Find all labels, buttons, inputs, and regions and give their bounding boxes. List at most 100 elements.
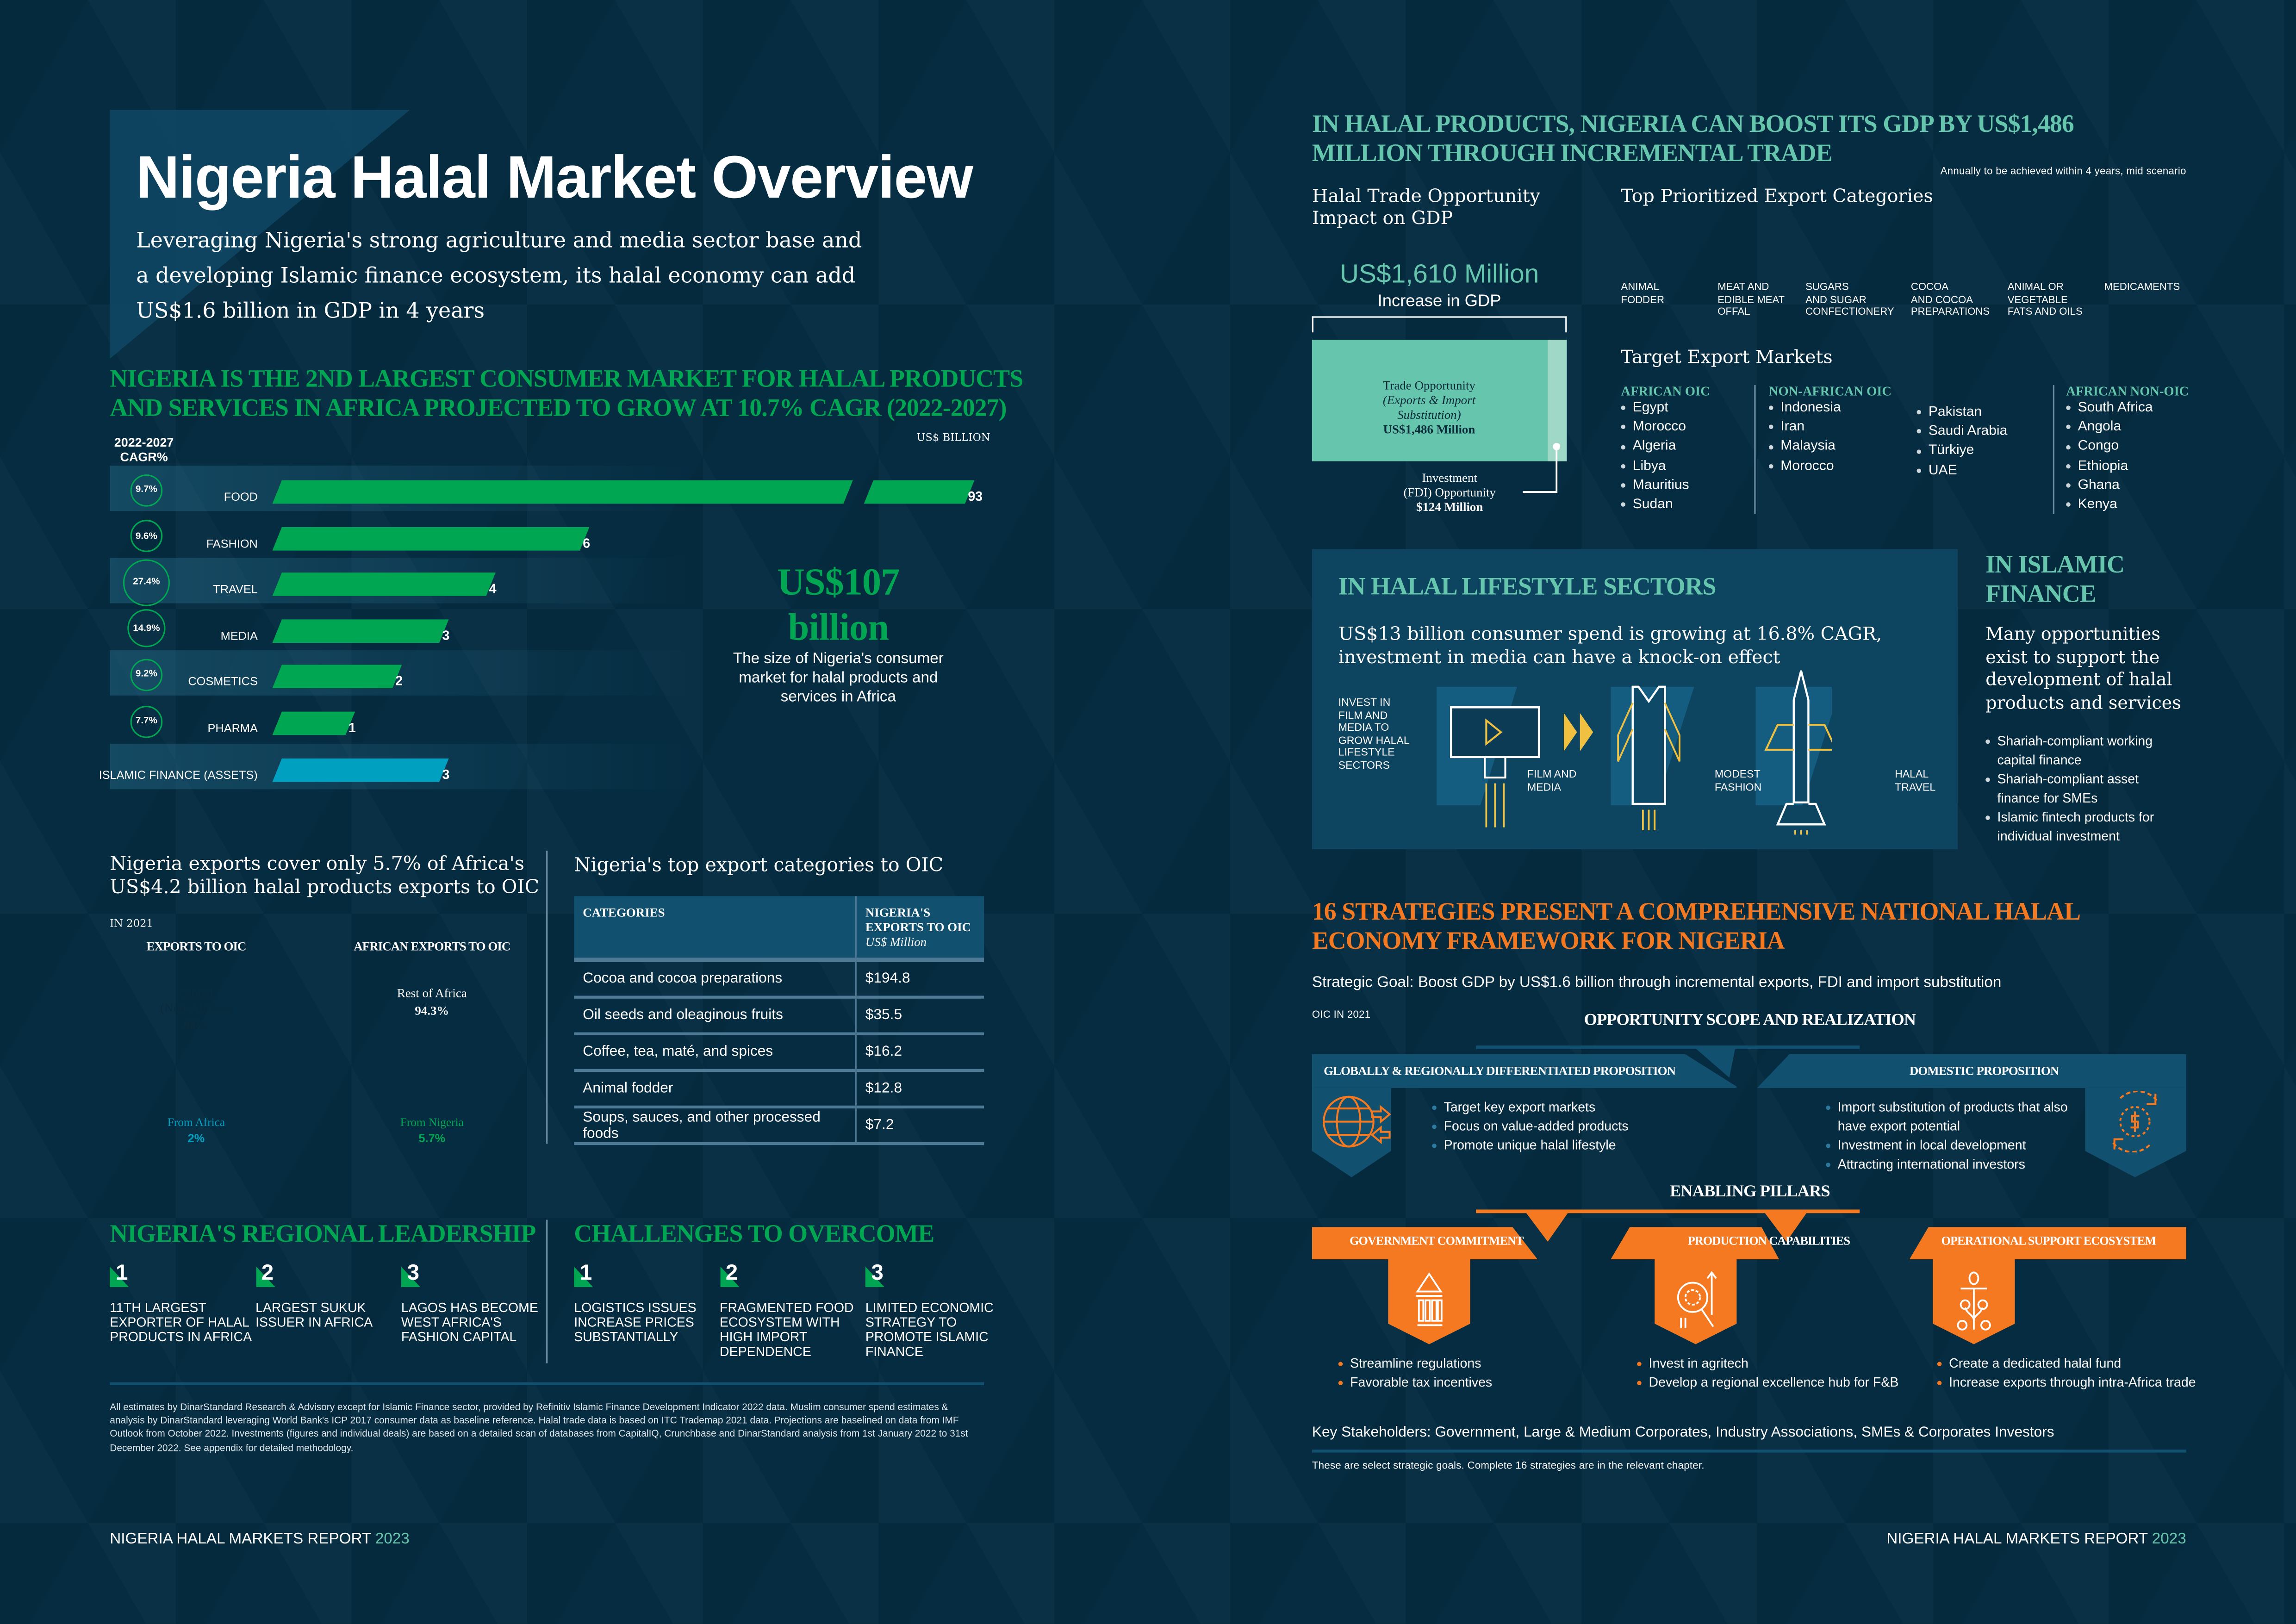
heading-line: US$4.2 billion halal products exports to… xyxy=(110,877,540,899)
global-bullet: Focus on value-added products xyxy=(1432,1117,1629,1136)
trade-opportunity-block: Trade Opportunity (Exports & Import Subs… xyxy=(1312,340,1567,461)
challenges-item: LIMITED ECONOMIC STRATEGY TO PROMOTE ISL… xyxy=(865,1300,994,1359)
table-row: Oil seeds and oleaginous fruits $35.5 xyxy=(574,997,984,1035)
pie-main-label: Global (Non-African) 98% xyxy=(131,985,262,1032)
market-item: Morocco xyxy=(1768,456,1892,476)
pie-slice-pct: 2% xyxy=(187,1132,205,1145)
heading-line: FINANCE xyxy=(1985,579,2096,608)
bracket xyxy=(1312,316,1567,333)
modest-fashion-icon xyxy=(1611,685,1694,830)
finance-bullet: Shariah-compliant asset finance for SMEs xyxy=(1985,770,2183,808)
market-item: Indonesia xyxy=(1768,398,1892,418)
side-line: FILM AND xyxy=(1338,708,1388,722)
market-item: Malaysia xyxy=(1768,437,1892,456)
market-item: Pakistan xyxy=(1916,403,2008,422)
label-line: EDIBLE MEAT xyxy=(1717,295,1785,305)
finance-text: Many opportunities exist to support the … xyxy=(1985,623,2181,714)
category-label: SUGARS AND SUGAR CONFECTIONERY xyxy=(1805,283,1894,320)
cagr-header-line: 2022-2027 xyxy=(114,435,174,450)
globe-arrows-icon xyxy=(1323,1095,1391,1148)
table-row: Cocoa and cocoa preparations $194.8 xyxy=(574,959,984,999)
bar xyxy=(272,480,853,504)
number: 3 xyxy=(871,1261,884,1286)
market-total-unit: billion xyxy=(788,606,889,649)
cell-category: Coffee, tea, maté, and spices xyxy=(574,1033,856,1072)
pillar-bullet: Increase exports through intra-Africa tr… xyxy=(1937,1374,2201,1393)
trade-value: US$1,486 Million xyxy=(1383,422,1475,436)
bar-label: TRAVEL xyxy=(213,583,258,597)
subtitle-line: US$1.6 billion in GDP in 4 years xyxy=(136,300,485,324)
fdi-connector xyxy=(1523,443,1561,493)
global-proposition-title: GLOBALLY & REGIONALLY DIFFERENTIATED PRO… xyxy=(1324,1063,1676,1078)
text-line: investment in media can have a knock-on … xyxy=(1338,646,1780,668)
bar xyxy=(272,758,449,782)
label-line: MODEST xyxy=(1714,767,1761,781)
column-header-exports: NIGERIA'S EXPORTS TO OIC US$ Million xyxy=(855,896,984,962)
finance-bullets: Shariah-compliant working capital financ… xyxy=(1985,732,2183,846)
label-line: Substitution) xyxy=(1397,407,1461,422)
cell-value: $194.8 xyxy=(855,959,984,999)
column-header-categories: CATEGORIES xyxy=(574,896,856,962)
label-line: AND COCOA xyxy=(1910,295,1973,305)
pillar-title: OPERATIONAL SUPPORT ECOSYSTEM xyxy=(1941,1234,2156,1248)
label-line: SUGARS xyxy=(1805,282,1849,293)
oic-note: OIC IN 2021 xyxy=(1312,1010,1371,1021)
footer-left: NIGERIA HALAL MARKETS REPORT 2023 xyxy=(110,1530,409,1548)
label-line: MEDIA xyxy=(1527,780,1562,793)
leadership-item: 11TH LARGEST EXPORTER OF HALAL PRODUCTS … xyxy=(110,1300,252,1344)
header-line: NIGERIA'S xyxy=(865,905,931,920)
category-label: ANIMAL FODDER xyxy=(1621,283,1664,308)
lifestyle-side-text: INVEST IN FILM AND MEDIA TO GROW HALAL LIFES… xyxy=(1338,696,1410,772)
domestic-bullets: Import substitution of products that als… xyxy=(1826,1098,2075,1175)
gdp-heading: Halal Trade Opportunity Impact on GDP xyxy=(1312,185,1540,229)
bar-value: 3 xyxy=(442,766,450,782)
cagr-badge: 7.7% xyxy=(130,705,163,738)
heading-line: Nigeria exports cover only 5.7% of Afric… xyxy=(110,853,524,876)
page-subtitle: Leveraging Nigeria's strong agriculture … xyxy=(136,224,862,330)
table-row: Coffee, tea, maté, and spices $16.2 xyxy=(574,1033,984,1072)
footer-text: NIGERIA HALAL MARKETS REPORT xyxy=(110,1530,371,1548)
number-marker: 2 xyxy=(720,1261,739,1288)
market-item: Algeria xyxy=(1621,437,1710,456)
side-line: MEDIA TO xyxy=(1338,721,1389,734)
gdp-total-caption: Increase in GDP xyxy=(1377,292,1501,311)
network-person-icon xyxy=(1957,1271,1991,1331)
halal-travel-icon xyxy=(1755,670,1832,835)
non-african-oic-list-b: Pakistan Saudi Arabia Türkiye UAE xyxy=(1916,403,2008,480)
heading-line: NIGERIA IS THE 2ND LARGEST CONSUMER MARK… xyxy=(110,364,1023,392)
bar-value: 1 xyxy=(348,720,356,735)
market-total-caption: The size of Nigeria's consumer market fo… xyxy=(733,650,944,706)
pie-slice-pct: 5.7% xyxy=(418,1132,446,1145)
fdi-value: $124 Million xyxy=(1416,498,1483,514)
market-item: Sudan xyxy=(1621,495,1710,514)
number: 3 xyxy=(407,1261,419,1286)
number: 2 xyxy=(725,1261,738,1286)
market-heading: NIGERIA IS THE 2ND LARGEST CONSUMER MARK… xyxy=(110,365,1023,423)
challenges-item: LOGISTICS ISSUES INCREASE PRICES SUBSTAN… xyxy=(574,1300,697,1344)
bar-label: FOOD xyxy=(224,490,258,504)
label-line: (Exports & Import xyxy=(1382,392,1476,407)
label-line: (Non-African) xyxy=(160,1000,232,1015)
bar xyxy=(272,572,496,597)
title-backdrop xyxy=(110,110,410,359)
pillar-title: PRODUCTION CAPABILITIES xyxy=(1687,1234,1850,1248)
gear-magnifier-icon xyxy=(1677,1271,1717,1328)
number-marker: 1 xyxy=(110,1261,129,1288)
number-marker: 1 xyxy=(574,1261,593,1288)
fdi-label: Investment (FDI) Opportunity $124 Millio… xyxy=(1376,470,1523,515)
cagr-badge: 9.2% xyxy=(130,659,163,691)
divider xyxy=(1312,1450,2186,1453)
label-line: ANIMAL xyxy=(1621,282,1659,293)
global-bullets: Target key export markets Focus on value-… xyxy=(1432,1098,1629,1155)
heading-line: IN HALAL PRODUCTS, NIGERIA CAN BOOST ITS… xyxy=(1312,110,2074,138)
label-line: VEGETABLE xyxy=(2007,295,2068,305)
exports-heading: Nigeria exports cover only 5.7% of Afric… xyxy=(110,854,539,901)
label-line: FILM AND xyxy=(1527,767,1577,781)
list-title: NON-AFRICAN OIC xyxy=(1768,383,1892,398)
number: 1 xyxy=(579,1261,592,1286)
global-bullet: Target key export markets xyxy=(1432,1098,1628,1117)
heading-line: Halal Trade Opportunity xyxy=(1312,184,1541,207)
market-item: Türkiye xyxy=(1916,442,2008,461)
fdi-block xyxy=(1548,340,1567,461)
lifestyle-text: US$13 billion consumer spend is growing … xyxy=(1338,622,1882,669)
